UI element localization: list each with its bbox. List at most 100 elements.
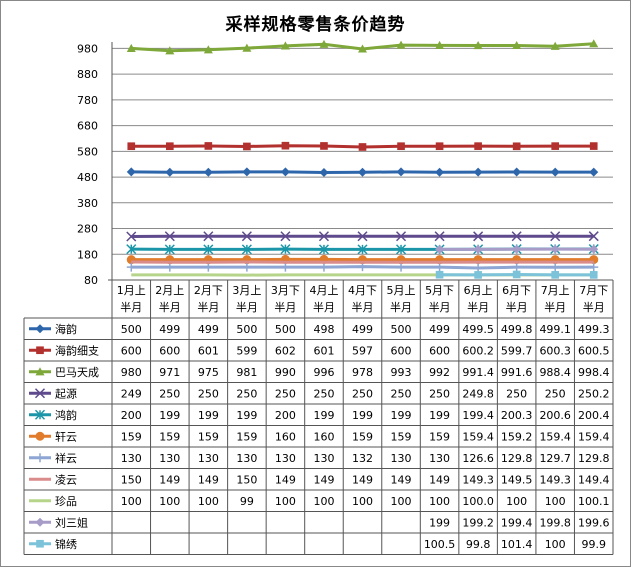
data-point bbox=[126, 167, 136, 177]
data-point bbox=[34, 388, 46, 399]
data-label: 199 bbox=[391, 409, 412, 422]
data-label: 200.6 bbox=[539, 409, 571, 422]
data-point bbox=[318, 244, 329, 255]
data-point bbox=[550, 231, 561, 242]
data-point bbox=[473, 231, 484, 242]
data-point bbox=[435, 167, 445, 177]
data-label: 100 bbox=[198, 495, 219, 508]
data-label: 499.5 bbox=[462, 323, 494, 336]
data-label: 100 bbox=[545, 495, 566, 508]
data-point bbox=[165, 262, 175, 272]
data-label: 250 bbox=[275, 387, 296, 400]
y-tick-label: 480 bbox=[77, 171, 98, 184]
data-point bbox=[164, 244, 175, 255]
data-point bbox=[589, 39, 599, 48]
data-point bbox=[242, 167, 252, 177]
data-label: 981 bbox=[236, 366, 257, 379]
data-label: 199 bbox=[429, 516, 450, 529]
data-label: 159.4 bbox=[539, 430, 571, 443]
data-label: 130 bbox=[121, 452, 142, 465]
data-label: 499.3 bbox=[578, 323, 610, 336]
data-label: 149 bbox=[313, 473, 334, 486]
x-tick-label: 半月 bbox=[197, 300, 219, 314]
data-point bbox=[358, 44, 367, 53]
x-tick-label: 2月下 bbox=[194, 284, 223, 297]
data-point bbox=[589, 262, 599, 272]
data-label: 100 bbox=[313, 495, 334, 508]
data-point bbox=[358, 167, 367, 177]
data-label: 130 bbox=[429, 452, 450, 465]
data-point bbox=[164, 231, 175, 242]
data-label: 100 bbox=[429, 495, 450, 508]
legend-label: 祥云 bbox=[55, 451, 77, 465]
y-tick-label: 980 bbox=[77, 42, 98, 55]
data-label: 129.8 bbox=[578, 452, 610, 465]
y-tick-label: 780 bbox=[77, 94, 98, 107]
data-point bbox=[280, 231, 291, 242]
data-label: 200 bbox=[121, 409, 142, 422]
data-label: 159 bbox=[352, 430, 373, 443]
data-point bbox=[36, 539, 44, 548]
data-label: 199.2 bbox=[462, 516, 494, 529]
data-point bbox=[243, 142, 251, 151]
data-point bbox=[435, 40, 445, 49]
y-tick-label: 880 bbox=[77, 68, 98, 81]
data-label: 993 bbox=[391, 366, 412, 379]
data-point bbox=[320, 142, 328, 150]
data-label: 992 bbox=[429, 366, 450, 379]
data-label: 600.2 bbox=[462, 344, 494, 357]
x-tick-label: 7月下 bbox=[579, 284, 608, 297]
data-label: 500 bbox=[391, 323, 412, 336]
data-point bbox=[280, 41, 290, 50]
x-tick-label: 1月上 bbox=[117, 284, 146, 297]
x-tick-label: 半月 bbox=[236, 300, 258, 314]
data-point bbox=[242, 262, 252, 272]
data-point bbox=[434, 231, 445, 242]
data-label: 159.4 bbox=[578, 430, 610, 443]
data-point bbox=[512, 40, 522, 50]
x-tick-label: 半月 bbox=[390, 300, 412, 314]
data-point bbox=[34, 409, 46, 420]
data-label: 100 bbox=[545, 538, 566, 551]
data-label: 100 bbox=[506, 495, 527, 508]
data-label: 199.4 bbox=[501, 516, 533, 529]
data-label: 130 bbox=[391, 452, 412, 465]
data-label: 498 bbox=[313, 323, 334, 336]
data-point bbox=[319, 39, 329, 48]
data-label: 199.6 bbox=[578, 516, 610, 529]
data-point bbox=[589, 244, 599, 254]
legend-label: 海韵 bbox=[55, 322, 77, 336]
data-point bbox=[319, 167, 329, 177]
data-point bbox=[203, 231, 214, 242]
data-point bbox=[589, 271, 598, 279]
data-label: 601 bbox=[198, 344, 219, 357]
data-label: 100.0 bbox=[462, 495, 494, 508]
data-point bbox=[474, 142, 482, 150]
data-point bbox=[35, 367, 45, 376]
data-label: 100 bbox=[121, 495, 142, 508]
data-label: 149 bbox=[391, 473, 412, 486]
y-tick-label: 80 bbox=[84, 274, 98, 287]
data-point bbox=[281, 141, 290, 150]
data-point bbox=[435, 244, 445, 254]
data-label: 100 bbox=[159, 495, 180, 508]
legend-label: 巴马天成 bbox=[55, 366, 99, 379]
data-label: 601 bbox=[313, 344, 334, 357]
x-tick-label: 半月 bbox=[313, 300, 335, 314]
data-label: 99.8 bbox=[466, 538, 491, 551]
data-point bbox=[35, 324, 45, 334]
data-label: 159.2 bbox=[501, 430, 533, 443]
data-point bbox=[435, 262, 445, 272]
data-label: 499.1 bbox=[539, 323, 571, 336]
data-label: 99 bbox=[240, 495, 254, 508]
legend-label: 刘三姐 bbox=[55, 515, 88, 529]
data-label: 132 bbox=[352, 452, 373, 465]
data-point bbox=[357, 231, 368, 242]
data-label: 599 bbox=[236, 344, 257, 357]
data-label: 130 bbox=[198, 452, 219, 465]
data-point bbox=[35, 431, 45, 441]
data-point bbox=[36, 346, 44, 355]
data-label: 250 bbox=[352, 387, 373, 400]
